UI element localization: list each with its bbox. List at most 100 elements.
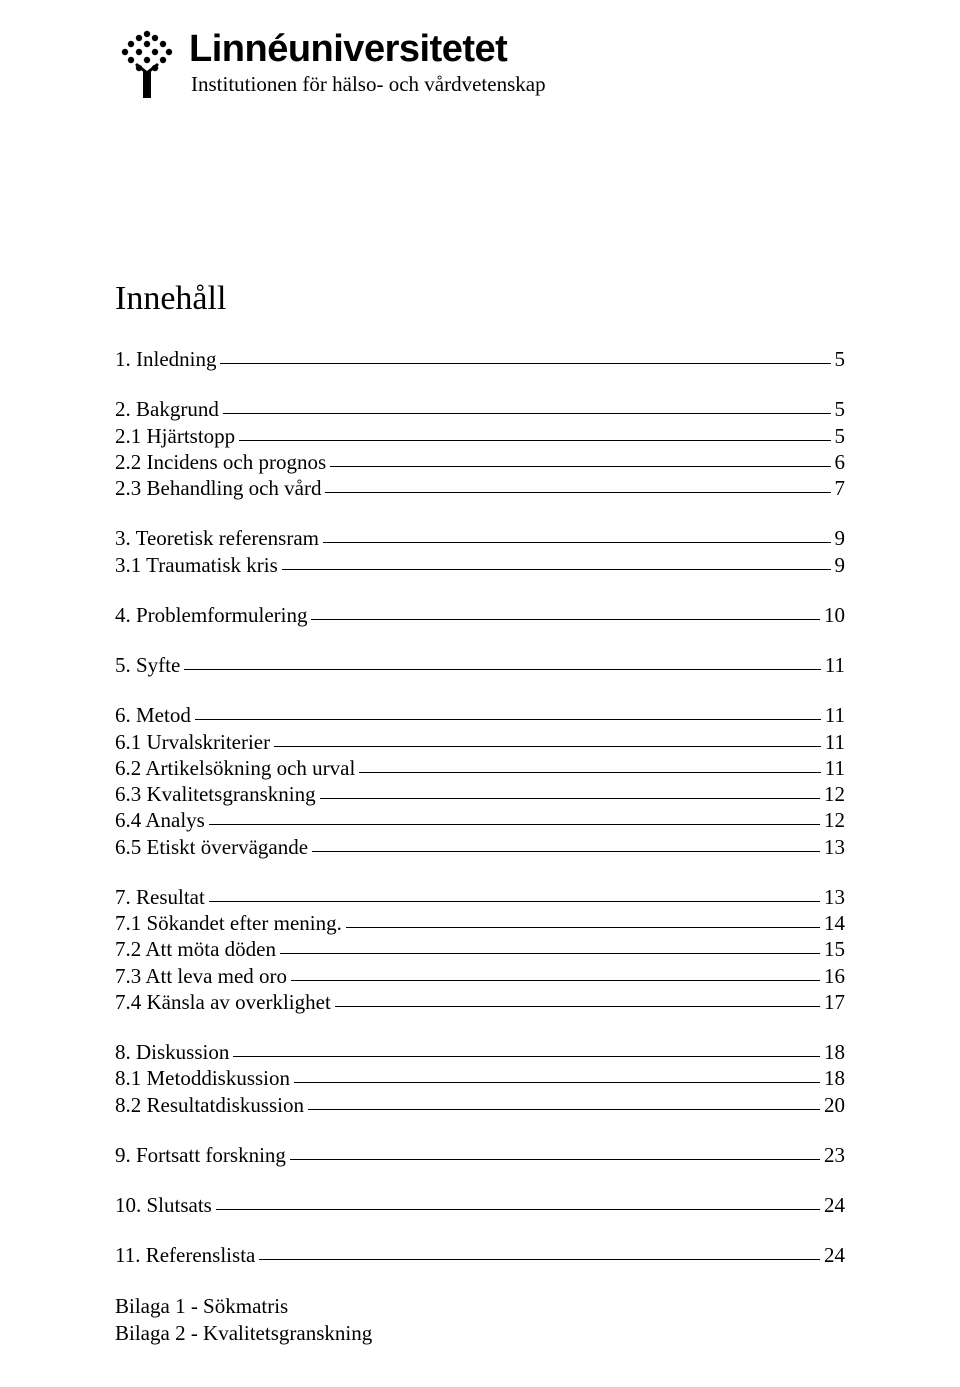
university-name: Linnéuniversitetet	[189, 30, 546, 70]
letterhead: Linnéuniversitetet Institutionen för häl…	[115, 30, 845, 100]
toc-label: 6.3 Kvalitetsgranskning	[115, 781, 316, 807]
toc-group: 6. Metod 116.1 Urvalskriterier 116.2 Art…	[115, 702, 845, 860]
toc-page-number: 5	[835, 423, 846, 449]
document-page: Linnéuniversitetet Institutionen för häl…	[0, 0, 960, 1387]
toc-page-number: 5	[835, 396, 846, 422]
toc-leader	[233, 1056, 820, 1057]
toc-page-number: 17	[824, 989, 845, 1015]
toc-row: 8. Diskussion 18	[115, 1039, 845, 1065]
university-logo-icon	[115, 30, 175, 100]
toc-label: 5. Syfte	[115, 652, 180, 678]
toc-leader	[294, 1082, 820, 1083]
toc-row: 7.4 Känsla av overklighet 17	[115, 989, 845, 1015]
toc-label: 2.2 Incidens och prognos	[115, 449, 326, 475]
toc-label: 2.3 Behandling och vård	[115, 475, 321, 501]
toc-leader	[312, 851, 820, 852]
toc-leader	[195, 719, 821, 720]
toc-row: 7.1 Sökandet efter mening. 14	[115, 910, 845, 936]
toc-leader	[291, 980, 820, 981]
toc-page-number: 12	[824, 807, 845, 833]
toc-label: 6.2 Artikelsökning och urval	[115, 755, 355, 781]
toc-leader	[311, 619, 820, 620]
toc-row: 6. Metod 11	[115, 702, 845, 728]
toc-row: 7.3 Att leva med oro 16	[115, 963, 845, 989]
toc-row: 5. Syfte 11	[115, 652, 845, 678]
toc-page-number: 24	[824, 1192, 845, 1218]
toc-page-number: 18	[824, 1065, 845, 1091]
toc-label: 4. Problemformulering	[115, 602, 307, 628]
toc-group: 2. Bakgrund 52.1 Hjärtstopp 52.2 Inciden…	[115, 396, 845, 501]
toc-group: 10. Slutsats 24	[115, 1192, 845, 1218]
toc-row: 6.3 Kvalitetsgranskning 12	[115, 781, 845, 807]
toc-leader	[359, 772, 820, 773]
toc-label: 8. Diskussion	[115, 1039, 229, 1065]
toc-row: 4. Problemformulering 10	[115, 602, 845, 628]
toc-group: 3. Teoretisk referensram 93.1 Traumatisk…	[115, 525, 845, 578]
toc-page-number: 9	[835, 552, 846, 578]
toc-label: 9. Fortsatt forskning	[115, 1142, 286, 1168]
toc-label: 8.1 Metoddiskussion	[115, 1065, 290, 1091]
toc-group: 9. Fortsatt forskning 23	[115, 1142, 845, 1168]
toc-group: 8. Diskussion 188.1 Metoddiskussion 188.…	[115, 1039, 845, 1118]
toc-leader	[308, 1109, 820, 1110]
toc-page-number: 15	[824, 936, 845, 962]
toc-page-number: 11	[825, 729, 845, 755]
toc-page-number: 13	[824, 834, 845, 860]
toc-row: 9. Fortsatt forskning 23	[115, 1142, 845, 1168]
toc-leader	[335, 1006, 820, 1007]
toc-page-number: 11	[825, 755, 845, 781]
toc-label: 6.4 Analys	[115, 807, 205, 833]
toc-leader	[346, 927, 820, 928]
toc-row: 6.2 Artikelsökning och urval 11	[115, 755, 845, 781]
toc-page-number: 10	[824, 602, 845, 628]
toc-page-number: 23	[824, 1142, 845, 1168]
toc-label: 3. Teoretisk referensram	[115, 525, 319, 551]
toc-leader	[280, 953, 820, 954]
table-of-contents: 1. Inledning 52. Bakgrund 52.1 Hjärtstop…	[115, 346, 845, 1269]
toc-group: 7. Resultat 137.1 Sökandet efter mening.…	[115, 884, 845, 1015]
toc-leader	[220, 363, 830, 364]
toc-page-number: 14	[824, 910, 845, 936]
toc-row: 6.4 Analys 12	[115, 807, 845, 833]
toc-leader	[209, 824, 820, 825]
toc-row: 6.1 Urvalskriterier 11	[115, 729, 845, 755]
toc-leader	[209, 901, 820, 902]
toc-page-number: 9	[835, 525, 846, 551]
toc-label: 8.2 Resultatdiskussion	[115, 1092, 304, 1118]
toc-label: 7.4 Känsla av overklighet	[115, 989, 331, 1015]
toc-label: 7.2 Att möta döden	[115, 936, 276, 962]
toc-label: 7.3 Att leva med oro	[115, 963, 287, 989]
toc-label: 11. Referenslista	[115, 1242, 255, 1268]
toc-page-number: 12	[824, 781, 845, 807]
toc-page-number: 5	[835, 346, 846, 372]
toc-page-number: 11	[825, 702, 845, 728]
toc-label: 1. Inledning	[115, 346, 216, 372]
toc-row: 7.2 Att möta döden 15	[115, 936, 845, 962]
toc-row: 2. Bakgrund 5	[115, 396, 845, 422]
toc-leader	[323, 542, 831, 543]
toc-page-number: 24	[824, 1242, 845, 1268]
toc-page-number: 6	[835, 449, 846, 475]
university-text-block: Linnéuniversitetet Institutionen för häl…	[189, 30, 546, 97]
toc-leader	[330, 466, 830, 467]
toc-label: 10. Slutsats	[115, 1192, 212, 1218]
toc-label: 7.1 Sökandet efter mening.	[115, 910, 342, 936]
toc-leader	[274, 746, 821, 747]
toc-leader	[223, 413, 831, 414]
toc-group: 5. Syfte 11	[115, 652, 845, 678]
toc-label: 6.1 Urvalskriterier	[115, 729, 270, 755]
page-title: Innehåll	[115, 280, 845, 318]
toc-row: 11. Referenslista 24	[115, 1242, 845, 1268]
toc-row: 1. Inledning 5	[115, 346, 845, 372]
toc-row: 8.2 Resultatdiskussion 20	[115, 1092, 845, 1118]
toc-group: 4. Problemformulering 10	[115, 602, 845, 628]
toc-row: 3. Teoretisk referensram 9	[115, 525, 845, 551]
toc-page-number: 13	[824, 884, 845, 910]
toc-row: 2.1 Hjärtstopp 5	[115, 423, 845, 449]
toc-label: 2.1 Hjärtstopp	[115, 423, 235, 449]
toc-row: 8.1 Metoddiskussion 18	[115, 1065, 845, 1091]
toc-row: 7. Resultat 13	[115, 884, 845, 910]
toc-row: 6.5 Etiskt övervägande 13	[115, 834, 845, 860]
department-name: Institutionen för hälso- och vårdvetensk…	[191, 72, 546, 97]
toc-leader	[290, 1159, 820, 1160]
